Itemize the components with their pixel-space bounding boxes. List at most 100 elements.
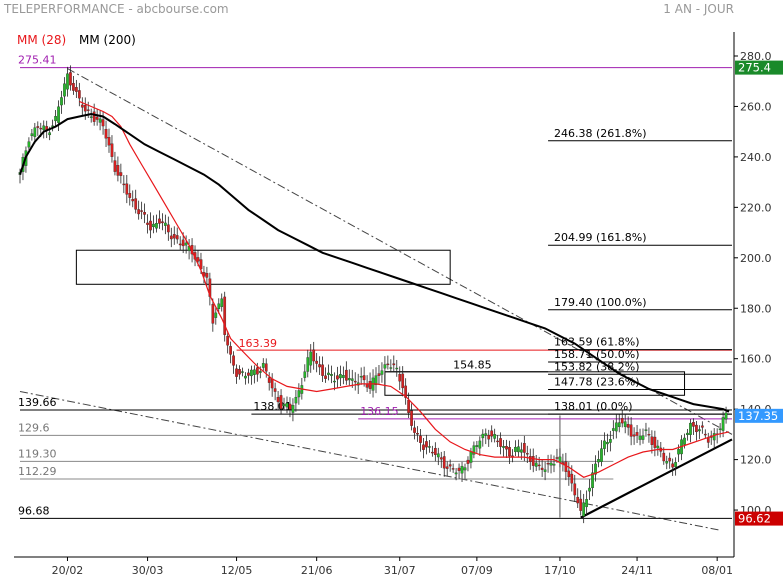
candles: [18, 65, 728, 524]
candle-body: [336, 375, 339, 380]
candle-body: [531, 456, 535, 466]
fib-label: 153.82 (38.2%): [554, 360, 640, 373]
candle-body: [650, 436, 654, 445]
candle-body: [294, 396, 298, 404]
candle-body: [487, 434, 491, 440]
candle-body: [683, 437, 686, 445]
candle-body: [617, 422, 621, 428]
level-label: 154.85: [453, 359, 492, 372]
candle-body: [537, 464, 541, 467]
candle-body: [558, 456, 562, 463]
candle-body: [570, 473, 574, 484]
candle-body: [267, 377, 271, 383]
candle-body: [291, 405, 295, 413]
candle-body: [229, 346, 232, 355]
candle-body: [27, 141, 31, 148]
candle-body: [514, 446, 517, 452]
candle-body: [674, 462, 677, 468]
candle-body: [232, 355, 235, 366]
candle-body: [60, 97, 63, 106]
candle-body: [606, 442, 609, 445]
candle-body: [525, 453, 529, 455]
candle-body: [419, 435, 422, 443]
fib-label: 163.59 (61.8%): [554, 336, 640, 349]
candle-body: [161, 221, 164, 224]
candle-body: [77, 90, 81, 99]
candle-body: [703, 433, 707, 436]
candle-body: [98, 118, 102, 123]
candle-body: [238, 369, 241, 375]
candle-body: [128, 193, 132, 198]
candle-body: [158, 218, 161, 224]
candle-body: [611, 428, 615, 431]
candle-body: [600, 448, 603, 462]
candle-body: [226, 335, 230, 346]
candle-body: [342, 375, 345, 378]
consolidation-box-upper: [75, 249, 451, 285]
price-tag-label-low: 96.62: [738, 512, 771, 526]
candle-body: [137, 209, 141, 215]
candle-body: [671, 463, 675, 468]
candle-body: [380, 370, 384, 375]
candle-body: [318, 364, 321, 368]
candle-body: [493, 434, 497, 439]
candle-body: [255, 367, 259, 375]
level-label: 139.66: [18, 396, 57, 409]
candle-body: [609, 439, 612, 443]
candle-body: [220, 298, 224, 307]
candle-body: [54, 115, 57, 122]
candle-body: [585, 499, 588, 508]
candle-body: [392, 363, 396, 366]
candle-body: [315, 360, 319, 364]
candle-body: [258, 371, 262, 373]
candle-body: [63, 83, 66, 97]
candle-body: [143, 212, 146, 215]
candle-body: [398, 374, 402, 382]
candle-body: [285, 402, 289, 408]
candle-body: [217, 303, 221, 310]
candle-body: [638, 435, 642, 440]
candle-body: [695, 424, 698, 433]
candle-body: [306, 357, 310, 372]
candle-body: [244, 375, 247, 379]
candle-body: [439, 457, 443, 460]
candle-body: [706, 437, 710, 443]
fib-label: 158.71 (50.0%): [554, 348, 640, 361]
candle-body: [359, 376, 363, 378]
candle-body: [698, 429, 701, 432]
level-label: 96.68: [18, 504, 50, 517]
candle-body: [721, 417, 725, 431]
candle-body: [122, 183, 126, 186]
candle-body: [119, 172, 123, 176]
candle-body: [635, 432, 639, 436]
candle-body: [146, 222, 149, 225]
candle-body: [75, 87, 78, 92]
candle-body: [330, 374, 333, 376]
candle-body: [620, 418, 624, 424]
y-tick-label: 200.0: [740, 252, 772, 265]
candle-body: [448, 464, 452, 467]
candle-body: [253, 369, 256, 375]
candle-body: [484, 433, 488, 436]
x-tick-label: 17/10: [544, 564, 576, 577]
level-label: 129.6: [18, 421, 50, 434]
candle-body: [172, 234, 176, 239]
candle-body: [451, 468, 455, 470]
candle-body: [594, 463, 597, 475]
candle-body: [235, 368, 238, 377]
ma200-line: [19, 112, 730, 413]
candle-body: [505, 446, 508, 450]
candle-body: [475, 445, 479, 447]
candle-body: [517, 446, 520, 453]
level-label: 112.29: [18, 465, 57, 478]
candle-body: [80, 104, 84, 108]
fib-label: 204.99 (161.8%): [554, 231, 647, 244]
candle-body: [279, 395, 283, 410]
candle-body: [597, 459, 600, 463]
candle-body: [347, 378, 351, 381]
candle-body: [57, 106, 60, 123]
candle-body: [110, 143, 114, 157]
candle-body: [641, 435, 645, 440]
x-tick-label: 21/06: [301, 564, 333, 577]
